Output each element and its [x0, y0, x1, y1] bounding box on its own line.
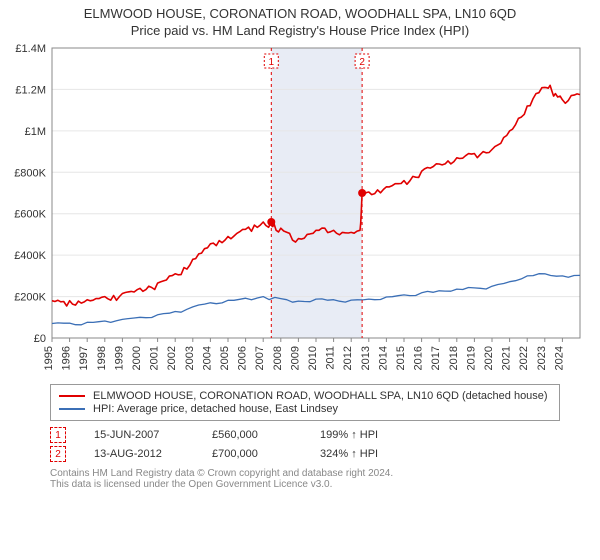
y-axis-label: £1.4M [15, 43, 46, 55]
x-axis-label: 1995 [43, 346, 55, 370]
x-axis-label: 2020 [483, 346, 495, 370]
sale-price: £700,000 [212, 448, 292, 460]
x-axis-label: 2002 [166, 346, 178, 370]
sale-row: 2 13-AUG-2012 £700,000 324% ↑ HPI [50, 446, 560, 462]
footer-line-1: Contains HM Land Registry data © Crown c… [50, 468, 560, 479]
y-axis-label: £1.2M [15, 84, 46, 96]
x-axis-label: 2024 [553, 346, 565, 370]
chart-subtitle: Price paid vs. HM Land Registry's House … [0, 23, 600, 38]
legend-label: ELMWOOD HOUSE, CORONATION ROAD, WOODHALL… [93, 390, 548, 402]
x-axis-label: 2010 [307, 346, 319, 370]
legend-row: HPI: Average price, detached house, East… [59, 403, 551, 415]
legend: ELMWOOD HOUSE, CORONATION ROAD, WOODHALL… [50, 384, 560, 421]
x-axis-label: 2009 [289, 346, 301, 370]
x-axis-label: 2003 [184, 346, 196, 370]
sales-table: 1 15-JUN-2007 £560,000 199% ↑ HPI 2 13-AUG-20… [50, 427, 560, 462]
x-axis-label: 2004 [201, 346, 213, 370]
x-axis-label: 2011 [325, 346, 337, 370]
y-axis-label: £0 [34, 333, 46, 345]
sale-marker-label: 1 [269, 57, 275, 68]
x-axis-label: 2012 [342, 346, 354, 370]
x-axis-label: 1997 [78, 346, 90, 370]
sale-date: 15-JUN-2007 [94, 429, 184, 441]
y-axis-label: £800K [14, 167, 46, 179]
price-chart: £0 £200K £400K £600K £800K £1M £1.2M £1.4M 1995 1… [0, 40, 600, 380]
x-axis-label: 1996 [61, 346, 73, 370]
sale-marker-icon: 1 [50, 427, 66, 443]
sale-marker-icon: 2 [50, 446, 66, 462]
x-axis-label: 2014 [377, 346, 389, 370]
footer-line-2: This data is licensed under the Open Gov… [50, 479, 560, 490]
x-axis-label: 2000 [131, 346, 143, 370]
x-axis-label: 2008 [272, 346, 284, 370]
x-axis-label: 1999 [113, 346, 125, 370]
legend-swatch [59, 395, 85, 397]
legend-row: ELMWOOD HOUSE, CORONATION ROAD, WOODHALL… [59, 390, 551, 402]
legend-label: HPI: Average price, detached house, East… [93, 403, 338, 415]
y-axis-label: £200K [14, 292, 46, 304]
footer-attribution: Contains HM Land Registry data © Crown c… [50, 468, 560, 490]
y-axis-label: £1M [25, 126, 46, 138]
x-axis-label: 2007 [254, 346, 266, 370]
y-axis-label: £600K [14, 209, 46, 221]
sale-hpi: 324% ↑ HPI [320, 448, 410, 460]
x-axis-label: 2019 [465, 346, 477, 370]
x-axis-label: 2023 [536, 346, 548, 370]
x-axis-label: 2016 [413, 346, 425, 370]
x-axis-label: 2006 [237, 346, 249, 370]
y-axis-label: £400K [14, 250, 46, 262]
x-axis-label: 2001 [149, 346, 161, 370]
sale-row: 1 15-JUN-2007 £560,000 199% ↑ HPI [50, 427, 560, 443]
x-axis-label: 2022 [518, 346, 530, 370]
x-axis-label: 2021 [501, 346, 513, 370]
sale-price: £560,000 [212, 429, 292, 441]
x-axis-label: 2018 [448, 346, 460, 370]
x-axis-label: 2017 [430, 346, 442, 370]
sale-marker-label: 2 [359, 57, 365, 68]
x-axis-label: 2013 [360, 346, 372, 370]
legend-swatch [59, 408, 85, 410]
x-axis-label: 2015 [395, 346, 407, 370]
x-axis-label: 1998 [96, 346, 108, 370]
sale-date: 13-AUG-2012 [94, 448, 184, 460]
sale-hpi: 199% ↑ HPI [320, 429, 410, 441]
chart-title: ELMWOOD HOUSE, CORONATION ROAD, WOODHALL… [0, 6, 600, 21]
x-axis-label: 2005 [219, 346, 231, 370]
